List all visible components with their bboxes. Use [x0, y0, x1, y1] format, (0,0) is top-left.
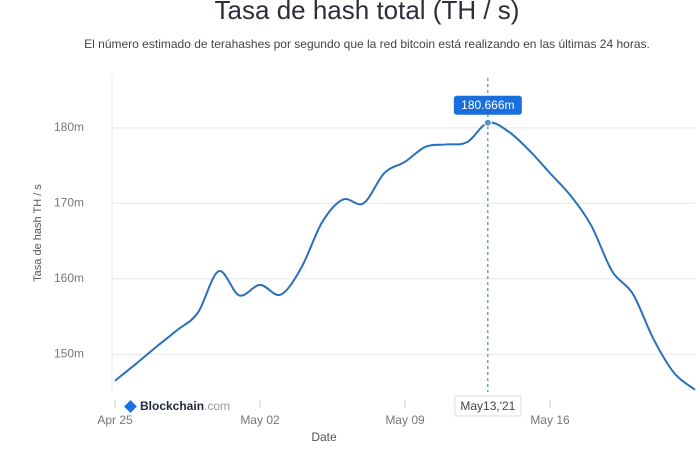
data-line	[114, 121, 696, 391]
x-tick-label: May 16	[530, 413, 570, 427]
y-axis-label: Tasa de hash TH / s	[32, 184, 44, 282]
y-tick-label: 150m	[54, 346, 84, 360]
brand-suffix: .com	[204, 399, 230, 413]
brand-text: Blockchain.com	[140, 399, 230, 413]
x-axis-label: Date	[311, 430, 337, 444]
brand-logo: Blockchain.com	[124, 399, 230, 413]
x-tooltip-box	[454, 395, 522, 417]
chart-subtitle: El número estimado de terahashes por seg…	[84, 37, 650, 51]
chart-title: Tasa de hash total (TH / s)	[215, 0, 520, 25]
tooltip-value: 180.666m	[461, 98, 514, 112]
x-tick-label: May 02	[240, 413, 280, 427]
x-tick-label: May 09	[385, 413, 425, 427]
y-tick-label: 180m	[54, 120, 84, 134]
tooltip-box	[453, 95, 522, 115]
brand-name: Blockchain	[140, 399, 204, 413]
x-tick-label: Apr 25	[97, 413, 133, 427]
x-tooltip-label: May13,'21	[460, 399, 515, 413]
y-tick-label: 170m	[54, 195, 84, 209]
y-tick-label: 160m	[54, 271, 84, 285]
highlight-point	[483, 118, 492, 127]
brand-icon	[124, 400, 137, 413]
